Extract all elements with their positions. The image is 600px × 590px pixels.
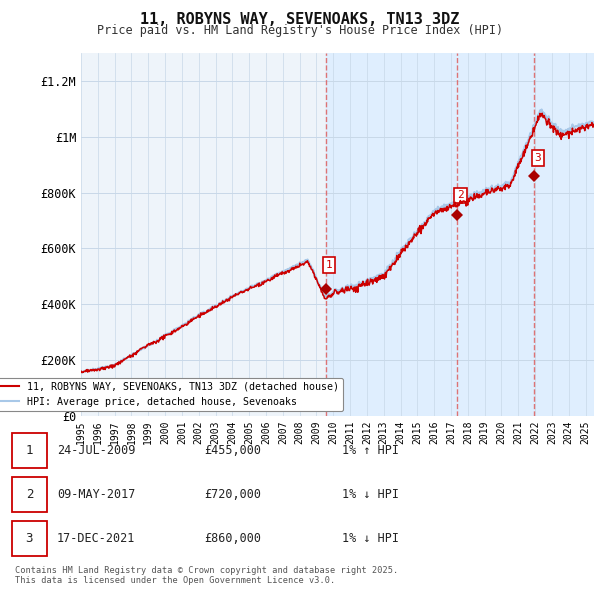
Text: £860,000: £860,000 [204,532,261,545]
Text: Price paid vs. HM Land Registry's House Price Index (HPI): Price paid vs. HM Land Registry's House … [97,24,503,37]
Text: 1% ↑ HPI: 1% ↑ HPI [342,444,399,457]
Text: 24-JUL-2009: 24-JUL-2009 [57,444,136,457]
Text: 1% ↓ HPI: 1% ↓ HPI [342,532,399,545]
Text: 1% ↓ HPI: 1% ↓ HPI [342,488,399,501]
Text: 11, ROBYNS WAY, SEVENOAKS, TN13 3DZ: 11, ROBYNS WAY, SEVENOAKS, TN13 3DZ [140,12,460,27]
Text: Contains HM Land Registry data © Crown copyright and database right 2025.
This d: Contains HM Land Registry data © Crown c… [15,566,398,585]
Text: £720,000: £720,000 [204,488,261,501]
Text: 3: 3 [535,153,541,163]
Text: 09-MAY-2017: 09-MAY-2017 [57,488,136,501]
Text: 1: 1 [326,260,332,270]
Text: £455,000: £455,000 [204,444,261,457]
Text: 2: 2 [26,488,33,501]
Bar [326,53,594,416]
Text: 17-DEC-2021: 17-DEC-2021 [57,532,136,545]
Text: 2: 2 [457,191,464,201]
Text: 1: 1 [26,444,33,457]
Text: 3: 3 [26,532,33,545]
Legend: 11, ROBYNS WAY, SEVENOAKS, TN13 3DZ (detached house), HPI: Average price, detach: 11, ROBYNS WAY, SEVENOAKS, TN13 3DZ (det… [0,378,343,411]
